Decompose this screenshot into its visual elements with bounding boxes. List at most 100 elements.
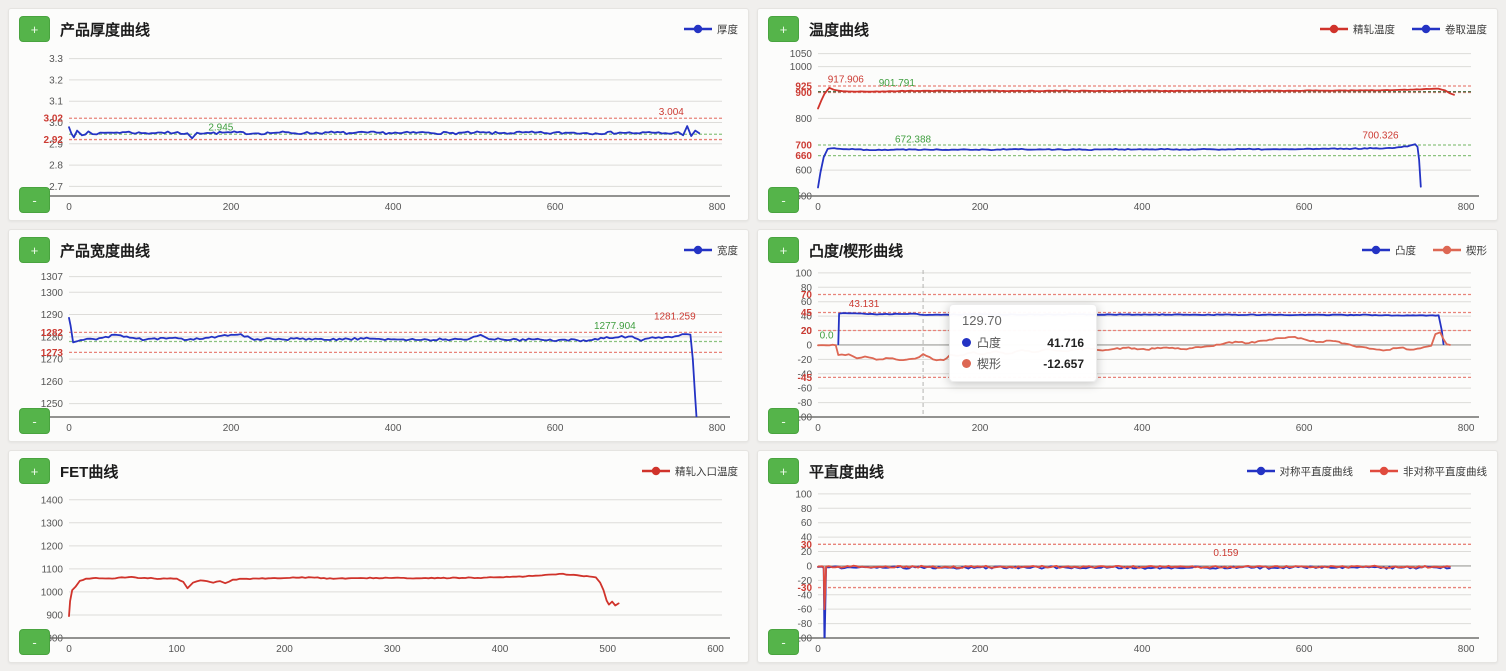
legend-item[interactable]: 楔形: [1432, 243, 1487, 258]
svg-text:0: 0: [815, 202, 821, 213]
svg-text:3.2: 3.2: [49, 75, 63, 86]
svg-text:900: 900: [795, 88, 812, 99]
svg-text:100: 100: [168, 644, 185, 655]
svg-text:700: 700: [795, 141, 812, 152]
legend-line-icon: [1412, 24, 1440, 34]
svg-text:925: 925: [795, 82, 812, 93]
svg-text:-60: -60: [798, 605, 813, 616]
panel-crown-wedge: + 凸度/楔形曲线 凸度 楔形 100 80 60 40 20 0 -20 -40 -60 -80-…: [757, 229, 1498, 442]
svg-text:-100: -100: [792, 634, 812, 645]
svg-text:2.9: 2.9: [49, 139, 63, 150]
svg-text:80: 80: [801, 504, 813, 515]
svg-text:-30: -30: [798, 583, 813, 594]
panel-thickness: + 产品厚度曲线 厚度 3.3 3.2 3.1 3.0 2.9 2.8 2.7 0 200 400…: [8, 8, 749, 221]
panel-flatness: + 平直度曲线 对称平直度曲线 非对称平直度曲线 100 80 60 40 20 0 -20-…: [757, 450, 1498, 663]
zoom-in-button[interactable]: +: [19, 16, 50, 42]
svg-text:800: 800: [709, 202, 726, 213]
legend-label: 宽度: [717, 244, 738, 257]
legend-item[interactable]: 非对称平直度曲线: [1369, 464, 1487, 479]
svg-text:0: 0: [815, 423, 821, 434]
svg-text:20: 20: [801, 326, 813, 337]
legend-line-icon: [1246, 466, 1275, 476]
legend-item[interactable]: 对称平直度曲线: [1246, 464, 1354, 479]
legend: 宽度: [683, 243, 738, 258]
svg-text:-60: -60: [798, 384, 813, 395]
legend-label: 凸度: [1395, 244, 1416, 257]
svg-text:0.0: 0.0: [820, 330, 834, 341]
panel-header: + 凸度/楔形曲线 凸度 楔形: [768, 236, 1487, 264]
panel-title: 平直度曲线: [809, 463, 885, 481]
legend-item[interactable]: 卷取温度: [1411, 22, 1487, 37]
panel-header: + FET曲线 精轧入口温度: [19, 457, 738, 485]
svg-text:1200: 1200: [41, 541, 64, 552]
panel-width: + 产品宽度曲线 宽度 1307 1300 1290 1280 1270 1260 1250…: [8, 229, 749, 442]
svg-text:-100: -100: [792, 413, 812, 424]
legend-item[interactable]: 精轧入口温度: [641, 464, 738, 479]
zoom-in-button[interactable]: +: [768, 458, 799, 484]
svg-text:200: 200: [972, 202, 989, 213]
svg-text:917.906: 917.906: [828, 75, 865, 86]
zoom-in-button[interactable]: +: [19, 237, 50, 263]
zoom-in-button[interactable]: +: [768, 16, 799, 42]
zoom-out-button[interactable]: -: [768, 629, 799, 655]
zoom-out-button[interactable]: -: [768, 187, 799, 213]
legend-label: 精轧入口温度: [675, 465, 738, 478]
svg-text:1300: 1300: [41, 518, 64, 529]
svg-text:1277.904: 1277.904: [594, 321, 636, 332]
svg-text:60: 60: [801, 518, 813, 529]
svg-text:-40: -40: [798, 369, 813, 380]
svg-text:1260: 1260: [41, 377, 64, 388]
svg-text:600: 600: [1296, 202, 1313, 213]
svg-text:-20: -20: [798, 355, 813, 366]
svg-text:1307: 1307: [41, 272, 64, 283]
svg-text:1270: 1270: [41, 355, 64, 366]
chart-area: 1400 1300 1200 1100 1000 900 800 0 100 200 300 400 5…: [19, 485, 738, 658]
zoom-out-button[interactable]: -: [19, 629, 50, 655]
zoom-in-button[interactable]: +: [768, 237, 799, 263]
panel-header: + 平直度曲线 对称平直度曲线 非对称平直度曲线: [768, 457, 1487, 485]
chart-area: 100 80 60 40 20 0 -20 -40 -60 -80 -100 0 200 400 600 80…: [768, 485, 1487, 658]
svg-text:600: 600: [1296, 644, 1313, 655]
legend-label: 对称平直度曲线: [1279, 465, 1354, 478]
svg-text:200: 200: [972, 423, 989, 434]
legend-line-icon: [684, 245, 712, 255]
svg-text:1290: 1290: [41, 310, 64, 321]
legend-item[interactable]: 精轧温度: [1319, 22, 1395, 37]
svg-text:1281.259: 1281.259: [654, 311, 696, 322]
chart-area: 1050 1000 800 600 500 0 200 400 600 800 925 900 700 6…: [768, 43, 1487, 216]
svg-text:1250: 1250: [41, 399, 64, 410]
legend-label: 厚度: [717, 23, 738, 36]
svg-text:70: 70: [801, 290, 813, 301]
svg-text:80: 80: [801, 283, 813, 294]
svg-text:0: 0: [66, 423, 72, 434]
zoom-out-button[interactable]: -: [19, 187, 50, 213]
svg-text:800: 800: [709, 423, 726, 434]
legend-item[interactable]: 宽度: [683, 243, 738, 258]
svg-text:800: 800: [1458, 644, 1475, 655]
legend-item[interactable]: 厚度: [683, 22, 738, 37]
width-chart[interactable]: 1307 1300 1290 1280 1270 1260 1250 0 200 400 600 80…: [19, 264, 738, 437]
legend-line-icon: [684, 24, 712, 34]
svg-text:200: 200: [972, 644, 989, 655]
panel-title: 温度曲线: [809, 21, 870, 39]
thickness-chart[interactable]: 3.3 3.2 3.1 3.0 2.9 2.8 2.70 200 400 600 800 3.02 2.…: [19, 43, 738, 216]
svg-text:300: 300: [384, 644, 401, 655]
zoom-out-button[interactable]: -: [19, 408, 50, 434]
svg-text:200: 200: [223, 202, 240, 213]
svg-text:-40: -40: [798, 590, 813, 601]
svg-text:40: 40: [801, 312, 813, 323]
svg-text:20: 20: [801, 326, 813, 337]
legend-item[interactable]: 凸度: [1361, 243, 1416, 258]
svg-text:600: 600: [547, 423, 564, 434]
svg-text:2.92: 2.92: [44, 135, 64, 146]
svg-text:900: 900: [46, 610, 63, 621]
svg-text:3.1: 3.1: [49, 97, 63, 108]
svg-text:100: 100: [795, 489, 812, 500]
svg-text:800: 800: [795, 114, 812, 125]
zoom-in-button[interactable]: +: [19, 458, 50, 484]
zoom-out-button[interactable]: -: [768, 408, 799, 434]
